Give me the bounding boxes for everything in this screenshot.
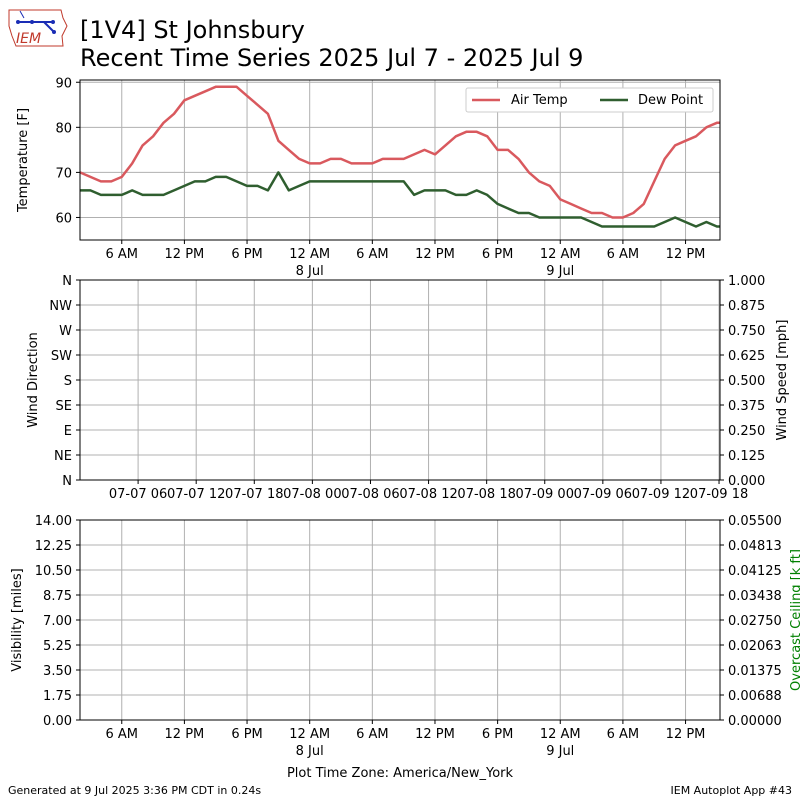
y-tick-label: NE bbox=[54, 449, 72, 464]
y-tick-label: S bbox=[64, 374, 72, 389]
y-tick-label: SW bbox=[51, 349, 72, 364]
x-tick-label: 12 PM bbox=[165, 727, 205, 742]
y-right-tick-label: 0.02750 bbox=[728, 614, 782, 629]
x-tick-label: 07-09 18 bbox=[690, 487, 748, 502]
y-tick-label: 10.50 bbox=[35, 564, 72, 579]
y-right-tick-label: 0.01375 bbox=[728, 664, 782, 679]
y-tick-label: 8.75 bbox=[43, 589, 72, 604]
x-axis-label: Plot Time Zone: America/New_York bbox=[287, 766, 514, 781]
x-date-label: 8 Jul bbox=[296, 264, 324, 279]
y-axis-label: Wind Direction bbox=[26, 332, 41, 428]
x-tick-label: 07-08 00 bbox=[283, 487, 341, 502]
x-tick-label: 07-07 12 bbox=[167, 487, 225, 502]
legend-label-air-temp: Air Temp bbox=[511, 93, 568, 108]
y-right-tick-label: 0.02063 bbox=[728, 639, 782, 654]
y-axis-label: Temperature [F] bbox=[16, 108, 31, 213]
x-tick-label: 07-08 18 bbox=[457, 487, 515, 502]
generated-timestamp: Generated at 9 Jul 2025 3:36 PM CDT in 0… bbox=[8, 784, 262, 797]
y-right-tick-label: 0.00688 bbox=[728, 689, 782, 704]
dew-point-line bbox=[80, 171, 720, 228]
y-tick-label: 1.75 bbox=[43, 689, 72, 704]
x-date-label: 9 Jul bbox=[546, 744, 574, 759]
y-right-tick-label: 0.250 bbox=[728, 424, 765, 439]
x-tick-label: 07-08 06 bbox=[341, 487, 399, 502]
temperature-axes-frame bbox=[79, 79, 721, 241]
y-right-tick-label: 0.03438 bbox=[728, 589, 782, 604]
x-tick-label: 12 AM bbox=[540, 247, 581, 262]
y-right-axis-label: Overcast Ceiling [k ft] bbox=[789, 549, 800, 691]
y-right-tick-label: 0.00000 bbox=[728, 714, 782, 729]
y-right-axis-label: Wind Speed [mph] bbox=[775, 320, 790, 441]
logo-text: IEM bbox=[16, 31, 41, 47]
y-right-tick-label: 0.05500 bbox=[728, 514, 782, 529]
iem-logo: IEM bbox=[6, 6, 68, 50]
x-tick-label: 12 PM bbox=[415, 247, 455, 262]
x-tick-label: 6 AM bbox=[106, 727, 139, 742]
y-tick-label: 80 bbox=[55, 121, 72, 136]
y-tick-label: N bbox=[62, 474, 72, 489]
y-tick-label: 3.50 bbox=[43, 664, 72, 679]
y-right-tick-label: 0.500 bbox=[728, 374, 765, 389]
air-temp-line bbox=[79, 85, 720, 219]
x-tick-label: 12 PM bbox=[666, 247, 706, 262]
x-tick-label: 12 PM bbox=[165, 247, 205, 262]
x-tick-label: 07-07 06 bbox=[109, 487, 167, 502]
y-tick-label: 12.25 bbox=[35, 539, 72, 554]
y-right-tick-label: 0.125 bbox=[728, 449, 765, 464]
x-date-label: 8 Jul bbox=[296, 744, 324, 759]
x-tick-label: 6 AM bbox=[356, 247, 389, 262]
y-tick-label: 14.00 bbox=[35, 514, 72, 529]
x-tick-label: 07-09 12 bbox=[632, 487, 690, 502]
x-tick-label: 6 PM bbox=[231, 727, 262, 742]
y-right-tick-label: 0.875 bbox=[728, 299, 765, 314]
x-tick-label: 6 PM bbox=[231, 247, 262, 262]
x-tick-label: 12 AM bbox=[289, 247, 330, 262]
y-right-tick-label: 0.750 bbox=[728, 324, 765, 339]
y-right-tick-label: 0.625 bbox=[728, 349, 765, 364]
y-right-tick-label: 0.04813 bbox=[728, 539, 782, 554]
app-id-label: IEM Autoplot App #43 bbox=[670, 784, 793, 797]
wind-axes-frame bbox=[79, 279, 721, 481]
y-tick-label: N bbox=[62, 274, 72, 289]
y-right-tick-label: 0.04125 bbox=[728, 564, 782, 579]
y-tick-label: 7.00 bbox=[43, 614, 72, 629]
chart-title-station: [1V4] St Johnsbury bbox=[80, 16, 305, 44]
x-tick-label: 12 AM bbox=[540, 727, 581, 742]
x-tick-label: 6 PM bbox=[482, 247, 513, 262]
y-tick-label: 70 bbox=[55, 166, 72, 181]
y-tick-label: E bbox=[64, 424, 72, 439]
x-tick-label: 6 AM bbox=[607, 727, 640, 742]
y-axis-label: Visibility [miles] bbox=[10, 568, 25, 671]
x-tick-label: 07-09 00 bbox=[516, 487, 574, 502]
iowa-map-icon: IEM bbox=[8, 9, 68, 47]
x-tick-label: 12 AM bbox=[289, 727, 330, 742]
x-date-label: 9 Jul bbox=[546, 264, 574, 279]
y-tick-label: W bbox=[59, 324, 72, 339]
y-tick-label: 0.00 bbox=[43, 714, 72, 729]
y-tick-label: SE bbox=[56, 399, 72, 414]
y-tick-label: 90 bbox=[55, 76, 72, 91]
x-tick-label: 6 AM bbox=[607, 247, 640, 262]
y-right-tick-label: 1.000 bbox=[728, 274, 765, 289]
y-right-tick-label: 0.000 bbox=[728, 474, 765, 489]
x-tick-label: 12 PM bbox=[415, 727, 455, 742]
chart-title-range: Recent Time Series 2025 Jul 7 - 2025 Jul… bbox=[80, 44, 584, 72]
legend-box bbox=[465, 87, 714, 113]
x-tick-label: 6 AM bbox=[356, 727, 389, 742]
x-tick-label: 07-08 12 bbox=[399, 487, 457, 502]
y-tick-label: 5.25 bbox=[43, 639, 72, 654]
legend-label-dew-point: Dew Point bbox=[638, 93, 703, 108]
y-right-tick-label: 0.375 bbox=[728, 399, 765, 414]
y-tick-label: NW bbox=[49, 299, 72, 314]
y-tick-label: 60 bbox=[55, 211, 72, 226]
x-tick-label: 07-09 06 bbox=[574, 487, 632, 502]
x-tick-label: 12 PM bbox=[666, 727, 706, 742]
x-tick-label: 07-07 18 bbox=[225, 487, 283, 502]
x-tick-label: 6 AM bbox=[106, 247, 139, 262]
visibility-axes-frame bbox=[79, 519, 721, 721]
x-tick-label: 6 PM bbox=[482, 727, 513, 742]
